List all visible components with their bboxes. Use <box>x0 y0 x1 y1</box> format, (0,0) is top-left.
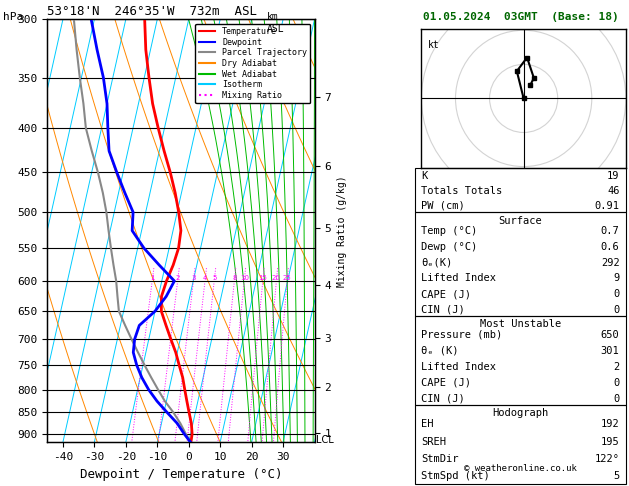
Text: Totals Totals: Totals Totals <box>421 186 503 196</box>
Text: 0: 0 <box>613 289 620 299</box>
Text: 0: 0 <box>613 305 620 315</box>
Legend: Temperature, Dewpoint, Parcel Trajectory, Dry Adiabat, Wet Adiabat, Isotherm, Mi: Temperature, Dewpoint, Parcel Trajectory… <box>196 24 310 103</box>
Text: 4: 4 <box>203 275 207 281</box>
Bar <box>415 405 626 484</box>
Text: θₑ (K): θₑ (K) <box>421 346 459 356</box>
Text: 15: 15 <box>259 275 267 281</box>
Text: Dewp (°C): Dewp (°C) <box>421 242 477 252</box>
Text: 0.91: 0.91 <box>594 201 620 210</box>
Text: 3: 3 <box>191 275 196 281</box>
Text: 20: 20 <box>272 275 281 281</box>
Text: 650: 650 <box>601 330 620 340</box>
Text: 2: 2 <box>613 362 620 372</box>
Text: 301: 301 <box>601 346 620 356</box>
X-axis label: Dewpoint / Temperature (°C): Dewpoint / Temperature (°C) <box>80 468 282 481</box>
Text: CIN (J): CIN (J) <box>421 305 465 315</box>
Text: 19: 19 <box>607 171 620 181</box>
Text: Temp (°C): Temp (°C) <box>421 226 477 236</box>
Text: Lifted Index: Lifted Index <box>421 362 496 372</box>
Text: hPa: hPa <box>3 12 23 22</box>
Text: 195: 195 <box>601 436 620 447</box>
Text: 5: 5 <box>613 471 620 481</box>
Text: StmSpd (kt): StmSpd (kt) <box>421 471 490 481</box>
Text: km
ASL: km ASL <box>267 12 285 34</box>
Text: © weatheronline.co.uk: © weatheronline.co.uk <box>464 464 577 473</box>
Text: 292: 292 <box>601 258 620 268</box>
Text: CAPE (J): CAPE (J) <box>421 289 472 299</box>
Text: 8: 8 <box>232 275 237 281</box>
Bar <box>415 212 626 316</box>
Text: 0.7: 0.7 <box>601 226 620 236</box>
Text: K: K <box>421 171 428 181</box>
Text: 0.6: 0.6 <box>601 242 620 252</box>
Text: 5: 5 <box>212 275 216 281</box>
Text: Pressure (mb): Pressure (mb) <box>421 330 503 340</box>
Text: PW (cm): PW (cm) <box>421 201 465 210</box>
Text: 0: 0 <box>613 378 620 388</box>
Text: CIN (J): CIN (J) <box>421 394 465 404</box>
Text: 122°: 122° <box>594 454 620 464</box>
Text: 25: 25 <box>283 275 292 281</box>
Text: 2: 2 <box>175 275 180 281</box>
Text: 01.05.2024  03GMT  (Base: 18): 01.05.2024 03GMT (Base: 18) <box>423 12 618 22</box>
Text: 1: 1 <box>150 275 155 281</box>
Text: 192: 192 <box>601 419 620 429</box>
Bar <box>415 168 626 212</box>
Text: SREH: SREH <box>421 436 447 447</box>
Text: Hodograph: Hodograph <box>493 408 548 418</box>
Text: StmDir: StmDir <box>421 454 459 464</box>
Y-axis label: Mixing Ratio (g/kg): Mixing Ratio (g/kg) <box>337 175 347 287</box>
Text: Surface: Surface <box>499 215 542 226</box>
Bar <box>415 316 626 405</box>
Text: 0: 0 <box>613 394 620 404</box>
Text: 46: 46 <box>607 186 620 196</box>
Text: CAPE (J): CAPE (J) <box>421 378 472 388</box>
Text: Most Unstable: Most Unstable <box>480 319 561 329</box>
Text: EH: EH <box>421 419 434 429</box>
Text: θₑ(K): θₑ(K) <box>421 258 453 268</box>
Text: 53°18'N  246°35'W  732m  ASL: 53°18'N 246°35'W 732m ASL <box>47 5 257 18</box>
Text: kt: kt <box>428 40 440 51</box>
Text: 9: 9 <box>613 273 620 283</box>
Text: Lifted Index: Lifted Index <box>421 273 496 283</box>
Text: LCL: LCL <box>316 435 334 445</box>
Text: 10: 10 <box>240 275 248 281</box>
